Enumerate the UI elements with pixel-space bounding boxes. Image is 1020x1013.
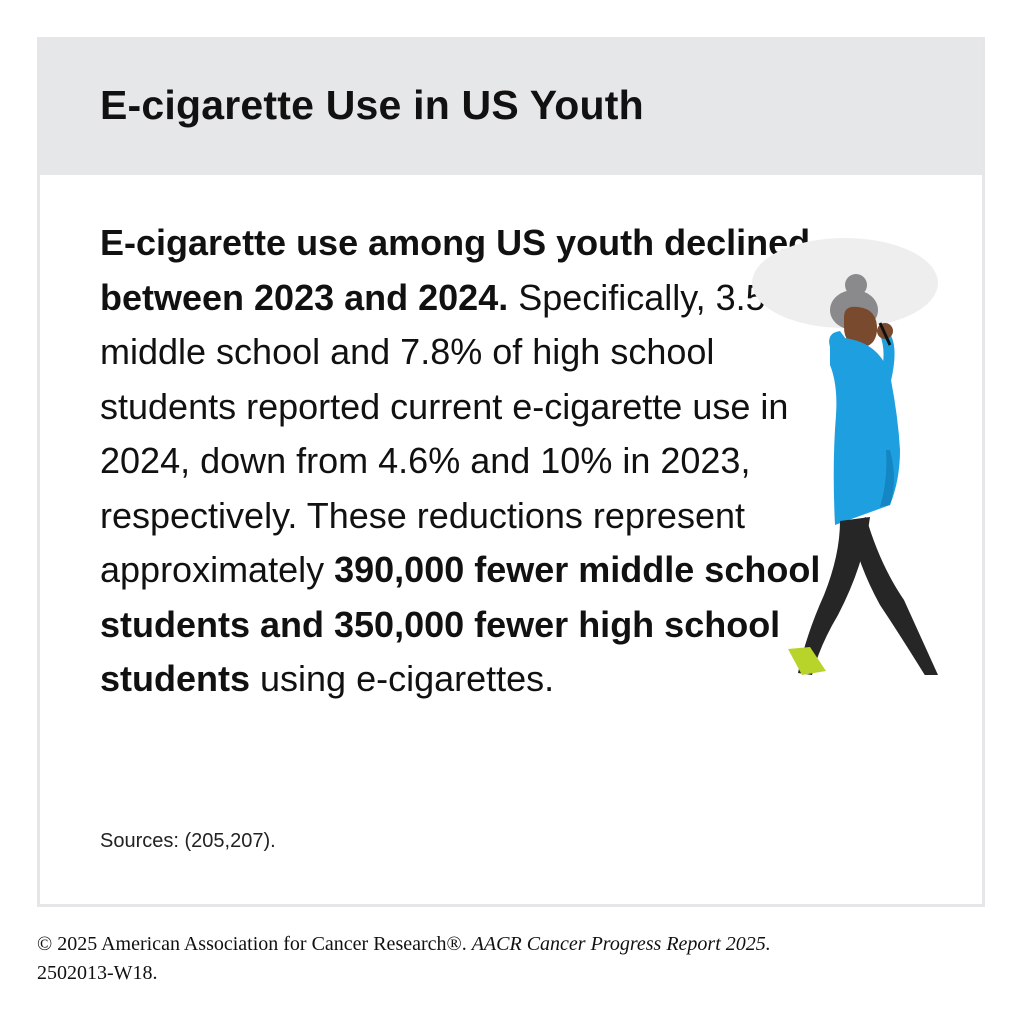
hoodie <box>830 337 900 525</box>
copyright-text: © 2025 American Association for Cancer R… <box>37 933 472 955</box>
report-title: AACR Cancer Progress Report 2025. <box>471 933 771 955</box>
hood <box>829 331 856 370</box>
vape-pen <box>878 322 892 346</box>
page-title: E-cigarette Use in US Youth <box>100 82 644 128</box>
front-leg <box>798 517 870 675</box>
person-vaping-illustration <box>752 238 938 675</box>
sources-note: Sources: (205,207). <box>100 830 276 852</box>
reduction-highlight: 390,000 fewer middle school students and… <box>100 549 821 699</box>
body-paragraph: E-cigarette use among US youth declined … <box>100 216 860 707</box>
back-leg <box>850 517 938 675</box>
front-shoe <box>788 647 826 675</box>
lead-statement: E-cigarette use among US youth declined … <box>100 222 811 318</box>
hoodie-shadow <box>880 450 894 507</box>
infographic-card: E-cigarette Use in US Youth E-cigarette … <box>37 37 985 907</box>
face <box>844 306 878 347</box>
card-header: E-cigarette Use in US Youth <box>40 40 982 175</box>
figure-code: 2502013-W18. <box>37 962 158 984</box>
body-detail-text: Specifically, 3.5% of middle school and … <box>100 276 838 591</box>
footer-citation: © 2025 American Association for Cancer R… <box>37 930 997 988</box>
body-closing-text: using e-cigarettes. <box>250 658 555 699</box>
vapor-cloud <box>752 238 938 328</box>
